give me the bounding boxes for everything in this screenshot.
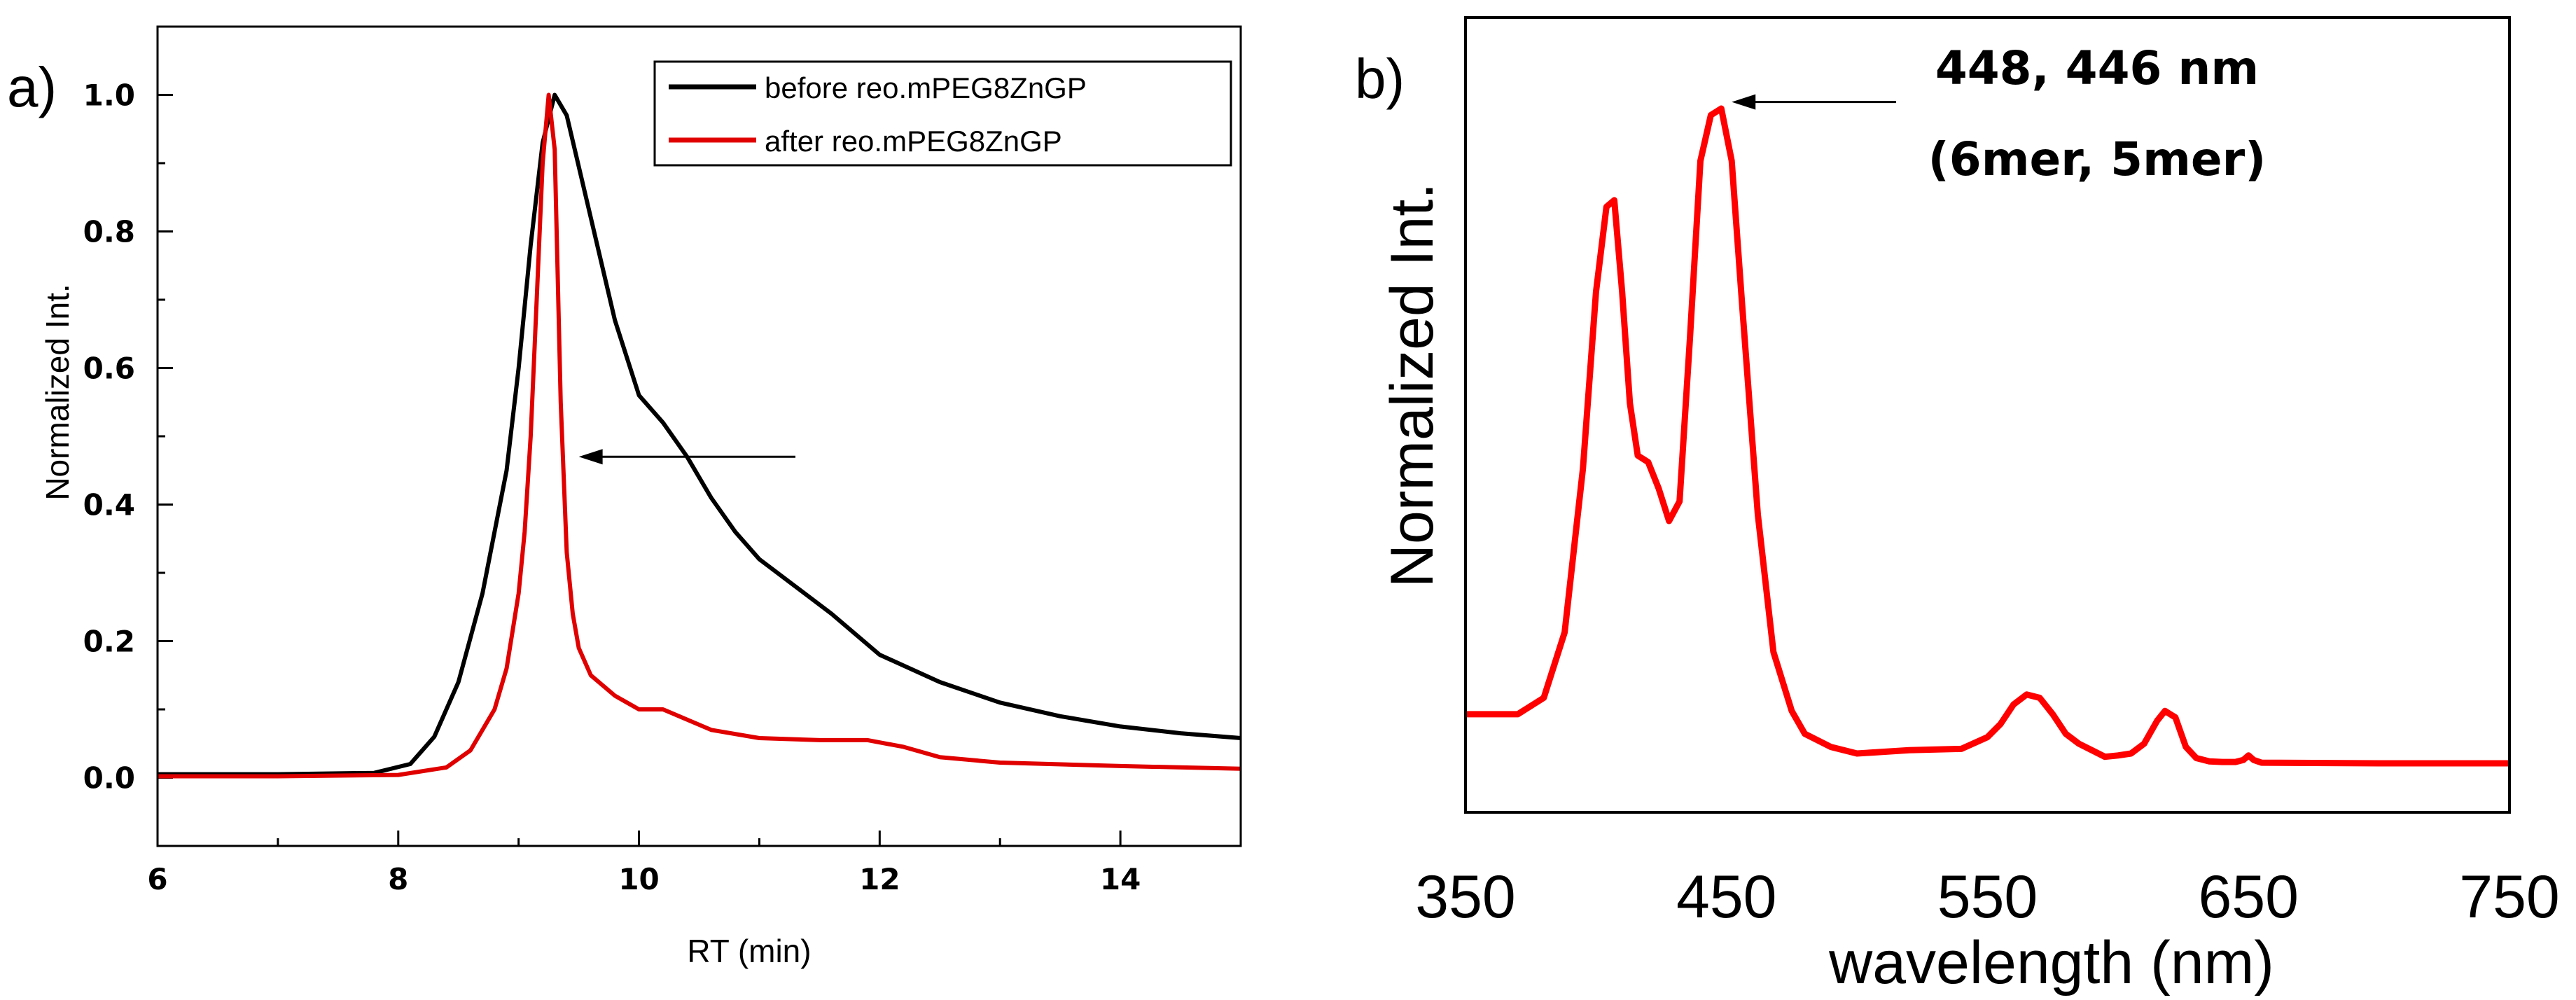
axis-ticks-a: 6 8 10 12 14 0.0 0.2 0.4 0.6 0.8 1.0 xyxy=(83,25,1242,896)
series-line-after xyxy=(158,92,1241,779)
y-tick-label-a: 0.0 xyxy=(83,761,135,796)
y-tick-label-a: 1.0 xyxy=(83,78,135,113)
series-lines-b xyxy=(1465,105,2509,767)
panel-label-b: b) xyxy=(1355,48,1405,110)
chart-panel-b: b) Normalized Int. wavelength (nm) 350 45… xyxy=(1355,16,2560,996)
x-tick-label-a: 14 xyxy=(1100,862,1141,896)
x-tick-label-b: 550 xyxy=(1937,863,2038,931)
plot-frame-a xyxy=(156,25,1242,847)
series-line-before xyxy=(158,92,1241,777)
y-axis-title-b: Normalized Int. xyxy=(1379,183,1446,588)
plot-frame-b xyxy=(1464,16,2511,814)
y-tick-label-a: 0.6 xyxy=(83,352,135,386)
arrow-head-b xyxy=(1732,94,1756,110)
y-tick-label-a: 0.8 xyxy=(83,215,135,249)
x-tick-label-a: 6 xyxy=(147,862,167,896)
y-tick-label-a: 0.2 xyxy=(83,625,135,659)
legend-label-after: after reo.mPEG8ZnGP xyxy=(765,125,1062,158)
y-tick-label-a: 0.4 xyxy=(83,488,135,522)
x-tick-label-a: 8 xyxy=(388,862,408,896)
x-tick-label-b: 350 xyxy=(1415,863,1516,931)
arrow-head-a xyxy=(578,449,603,465)
x-tick-label-b: 650 xyxy=(2199,863,2299,931)
peak-annotation-line1: 448, 446 nm xyxy=(1935,41,2259,95)
chart-panel-a: a) Normalized Int. RT (min) 6 8 10 12 14 0.0 0… xyxy=(7,25,1242,969)
legend-label-before: before reo.mPEG8ZnGP xyxy=(765,71,1087,104)
annotation-arrow-b xyxy=(1732,94,1897,110)
y-axis-title-a: Normalized Int. xyxy=(39,284,76,500)
x-tick-label-b: 750 xyxy=(2459,863,2560,931)
series-lines-a xyxy=(158,92,1241,779)
peak-annotation-line2: (6mer, 5mer) xyxy=(1928,132,2267,186)
series-line-emission xyxy=(1465,105,2509,767)
x-axis-title-a: RT (min) xyxy=(687,933,811,969)
panel-label-a: a) xyxy=(7,56,57,118)
annotation-arrow-a xyxy=(578,449,796,465)
x-tick-label-a: 12 xyxy=(859,862,900,896)
x-axis-title-b: wavelength (nm) xyxy=(1828,929,2274,996)
legend-a: before reo.mPEG8ZnGP after reo.mPEG8ZnGP xyxy=(653,60,1232,167)
x-tick-label-b: 450 xyxy=(1676,863,1777,931)
x-tick-label-a: 10 xyxy=(618,862,659,896)
axis-ticks-b: 350 450 550 650 750 xyxy=(1415,863,2560,931)
legend-box-a xyxy=(653,60,1232,167)
